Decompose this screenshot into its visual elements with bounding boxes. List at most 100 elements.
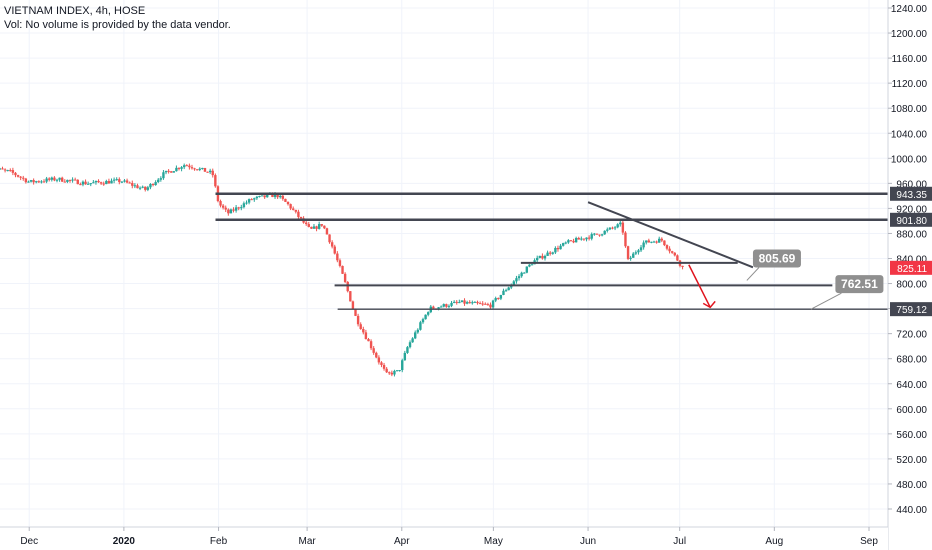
- candle-body: [336, 253, 339, 261]
- candle-body: [190, 167, 194, 169]
- candle-body: [9, 170, 12, 172]
- candle-body: [362, 329, 365, 333]
- candle-body: [616, 224, 619, 228]
- candle-body: [3, 169, 7, 171]
- price-tick-label: 1120.00: [892, 79, 928, 90]
- candle-body: [351, 301, 355, 309]
- candle-body: [299, 216, 303, 219]
- candle-body: [29, 180, 33, 182]
- candle-body: [138, 187, 142, 189]
- candle-body: [341, 265, 344, 274]
- candle-body: [133, 185, 137, 187]
- candle-body: [437, 307, 440, 309]
- candle-body: [167, 170, 170, 172]
- candle-body: [284, 198, 287, 202]
- candle-body: [647, 240, 651, 243]
- candle-body: [253, 198, 256, 200]
- callout-box: [752, 249, 801, 268]
- candle-body: [214, 175, 217, 187]
- time-tick-label: Jul: [673, 536, 686, 547]
- candle-body: [328, 234, 331, 243]
- candle-body: [0, 168, 2, 170]
- candle-body: [55, 179, 59, 181]
- candle-body: [504, 290, 508, 292]
- candle-body: [63, 181, 66, 183]
- candle-body: [426, 312, 430, 315]
- candle-body: [333, 246, 336, 254]
- price-tick-label: 1040.00: [891, 129, 928, 140]
- candle-body: [304, 222, 308, 225]
- candle-body: [546, 252, 549, 256]
- candle-body: [307, 224, 310, 227]
- time-axis[interactable]: Dec 2020 Feb Mar Apr May Jun Jul Aug Sep: [0, 526, 888, 550]
- candle-body: [255, 196, 259, 199]
- candle-body: [294, 209, 298, 212]
- candle-body: [512, 281, 516, 285]
- candle-body: [411, 338, 414, 343]
- candle-body: [245, 202, 248, 204]
- candle-body: [421, 319, 425, 323]
- candle-body: [455, 301, 458, 303]
- candle-body: [530, 264, 534, 266]
- price-tick-label: 440.00: [896, 505, 927, 516]
- candle-body: [32, 180, 35, 183]
- candle-body: [35, 181, 38, 183]
- candle-body: [14, 172, 17, 176]
- candle-body: [574, 238, 578, 243]
- candle-body: [312, 226, 316, 229]
- candle-body: [71, 179, 74, 181]
- time-tick-label: Apr: [394, 536, 410, 547]
- candle-body: [323, 225, 326, 229]
- candle-body: [128, 182, 131, 184]
- candle-body: [408, 342, 412, 348]
- symbol-title: VIETNAM INDEX, 4h, HOSE: [4, 5, 146, 17]
- candlestick-series: [0, 163, 684, 377]
- candle-body: [94, 180, 98, 183]
- candle-body: [162, 172, 165, 179]
- candle-body: [564, 242, 567, 244]
- candle-body: [481, 303, 484, 305]
- candle-body: [289, 204, 292, 209]
- drawing-layer[interactable]: 805.69 762.51: [215, 192, 888, 310]
- candle-body: [517, 276, 521, 279]
- candle-body: [528, 264, 531, 267]
- candle-body: [403, 352, 407, 361]
- candle-body: [382, 364, 386, 369]
- candle-body: [343, 273, 347, 282]
- candle-body: [349, 291, 352, 302]
- candle-body: [131, 183, 134, 186]
- candle-body: [42, 181, 46, 183]
- price-tick-label: 800.00: [896, 280, 927, 291]
- candle-body: [286, 201, 290, 205]
- candle-body: [6, 170, 9, 172]
- candle-body: [58, 177, 61, 180]
- candle-body: [424, 314, 427, 320]
- candle-body: [50, 177, 54, 180]
- candle-body: [606, 229, 609, 231]
- candle-body: [593, 233, 596, 235]
- candle-body: [73, 179, 77, 181]
- candle-body: [172, 171, 176, 173]
- candle-body: [655, 241, 658, 243]
- price-tick-label: 600.00: [896, 405, 927, 416]
- candle-body: [447, 305, 451, 307]
- time-tick-label: Jun: [580, 536, 596, 547]
- candle-body: [468, 302, 471, 304]
- price-axis-bg: [888, 0, 932, 550]
- candle-body: [170, 171, 173, 173]
- candle-body: [346, 281, 349, 292]
- callout-pointer: [810, 292, 842, 310]
- price-tick-label: 1240.00: [891, 4, 928, 15]
- price-tick-label: 1000.00: [891, 154, 928, 165]
- price-axis[interactable]: 1240.00 1200.00 1160.00 1120.00 1080.00 1040.…: [887, 0, 932, 550]
- candle-body: [84, 181, 87, 185]
- candle-body: [561, 243, 565, 246]
- candle-body: [393, 370, 396, 375]
- candle-body: [112, 179, 116, 181]
- candle-body: [471, 302, 474, 304]
- candle-body: [180, 167, 183, 169]
- candle-body: [663, 240, 666, 246]
- candle-body: [310, 226, 313, 229]
- candle-body: [665, 245, 669, 249]
